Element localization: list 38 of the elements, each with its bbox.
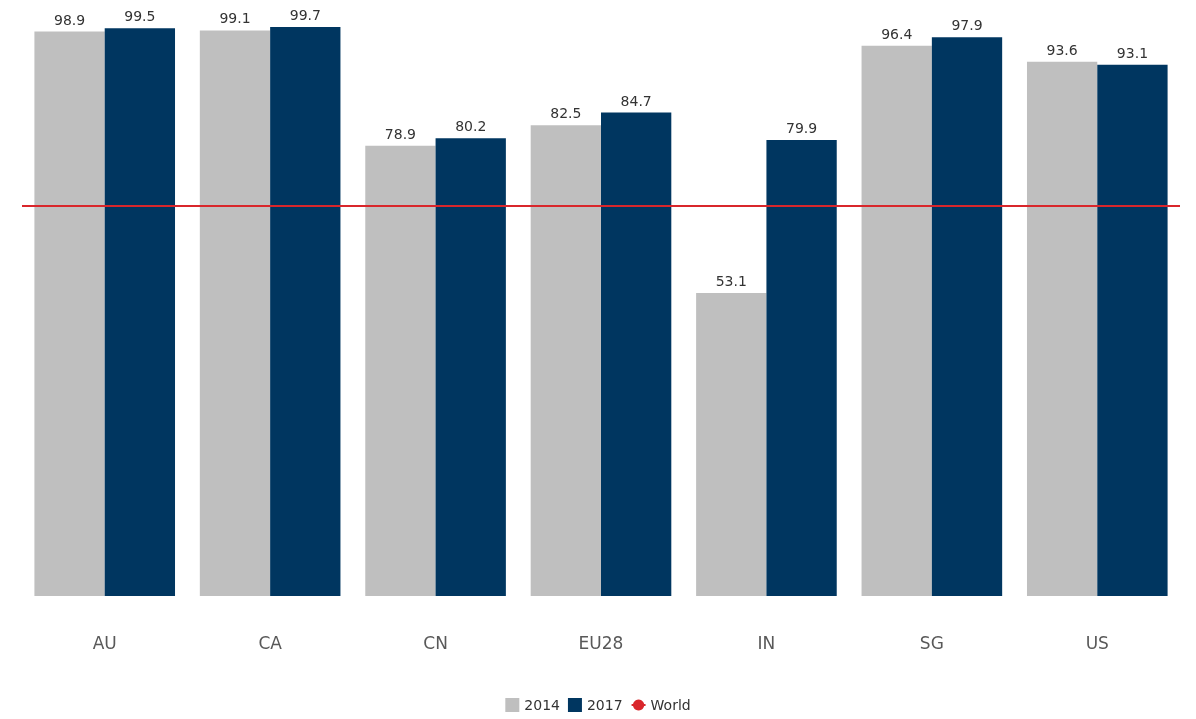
data-label: 99.1 [219, 10, 251, 27]
bar [696, 292, 767, 596]
data-label: 84.7 [620, 92, 652, 109]
legend-label: 2017 [586, 697, 623, 713]
data-label: 53.1 [715, 272, 747, 289]
data-label: 99.7 [289, 7, 321, 23]
bar [365, 145, 436, 596]
bar [530, 125, 601, 596]
data-label: 97.9 [951, 17, 983, 34]
bar [766, 140, 837, 596]
x-tick-label: EU28 [578, 632, 624, 653]
bar [199, 30, 271, 596]
legend-label: 2014 [524, 697, 561, 713]
data-label: 99.5 [124, 8, 156, 25]
bar [1097, 64, 1168, 596]
bar [435, 138, 506, 596]
bar [1026, 61, 1098, 596]
x-tick-label: IN [757, 632, 776, 653]
bar [34, 31, 105, 596]
bar [104, 28, 176, 596]
bar [861, 45, 932, 596]
legend-label: World [650, 697, 691, 713]
data-label: 93.1 [1116, 44, 1149, 61]
x-tick-label: SG [919, 632, 944, 653]
x-tick-label: AU [92, 632, 117, 653]
data-label: 96.4 [881, 25, 913, 42]
x-tick-label: US [1085, 632, 1109, 653]
bar [931, 37, 1003, 596]
data-label: 93.6 [1046, 41, 1078, 58]
data-label: 78.9 [384, 125, 416, 142]
x-tick-label: CA [258, 632, 283, 653]
x-tick-label: CN [423, 632, 448, 653]
data-label: 79.9 [786, 120, 818, 136]
data-label: 98.9 [53, 11, 86, 28]
bar [601, 112, 672, 596]
bar [270, 27, 341, 596]
data-label: 82.5 [550, 105, 582, 122]
data-label: 80.2 [455, 118, 487, 135]
